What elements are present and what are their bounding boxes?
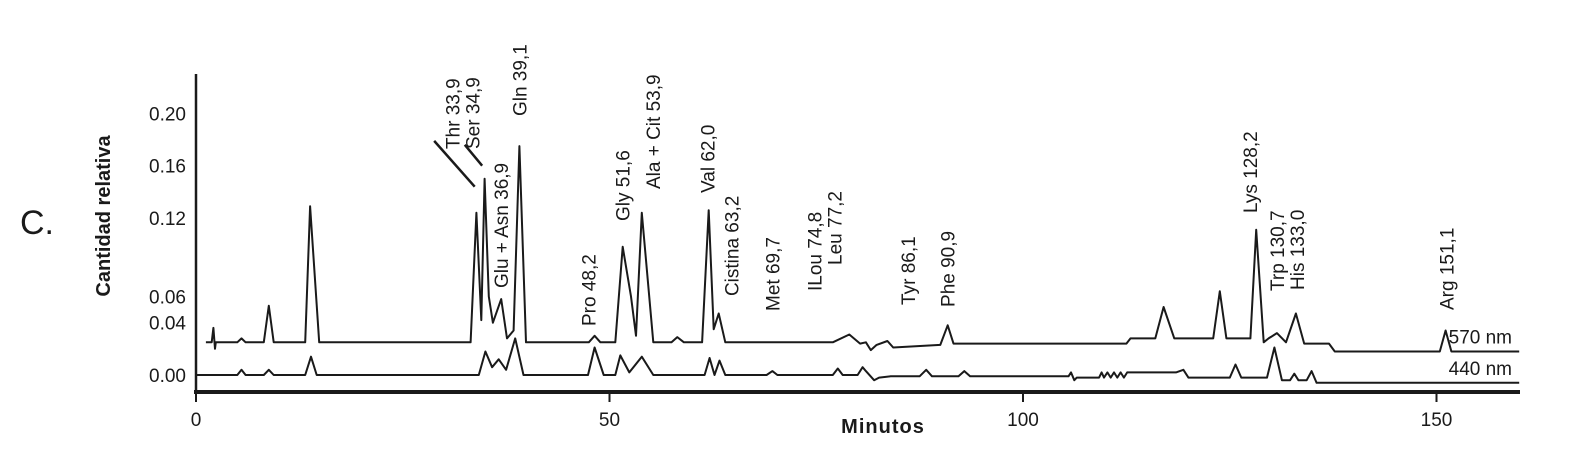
peak-label: Trp 130,7 <box>1268 210 1289 291</box>
x-tick-label: 100 <box>1007 410 1039 431</box>
peak-label: ILou 74,8 <box>806 212 827 291</box>
peak-label: Met 69,7 <box>763 237 784 311</box>
leader-line <box>463 143 484 167</box>
peak-label: Val 62,0 <box>699 125 720 193</box>
x-tick-label: 0 <box>191 410 202 431</box>
series-line <box>205 145 1520 353</box>
peak-label: Tyr 86,1 <box>899 236 920 305</box>
series-line <box>196 337 1520 384</box>
peak-label: Phe 90,9 <box>939 231 960 307</box>
panel-label: C. <box>20 204 54 242</box>
peak-label: Arg 151,1 <box>1438 228 1459 310</box>
peak-label: Cistina 63,2 <box>723 196 744 296</box>
series-label: 440 nm <box>1449 359 1512 380</box>
y-tick-label: 0.00 <box>149 366 186 387</box>
peak-label: Gln 39,1 <box>510 44 531 116</box>
series-label: 570 nm <box>1449 327 1512 348</box>
x-tick-label: 50 <box>599 410 620 431</box>
peak-label: Thr 33,9 <box>443 78 464 149</box>
peak-label: Gly 51,6 <box>614 150 635 221</box>
peak-label: Leu 77,2 <box>825 191 846 265</box>
peak-label: Lys 128,2 <box>1241 131 1262 213</box>
x-axis-title: Minutos <box>841 416 925 438</box>
y-tick-label: 0.20 <box>149 104 186 125</box>
peak-label: Ala + Cit 53,9 <box>644 74 665 189</box>
peak-label: Glu + Asn 36,9 <box>492 163 513 288</box>
axes: 0 50 100 150 0.20 0.16 0.12 0.06 0.04 0.00 <box>149 74 1520 431</box>
y-tick-label: 0.16 <box>149 157 186 178</box>
peak-label: Ser 34,9 <box>464 77 485 149</box>
x-tick-label: 150 <box>1421 410 1453 431</box>
y-tick-label: 0.04 <box>149 314 186 335</box>
leader-line <box>433 140 476 188</box>
peak-labels: Thr 33,9 Ser 34,9 Glu + Asn 36,9 Gln 39,1 Pr… <box>433 44 1459 326</box>
y-tick-label: 0.06 <box>149 288 186 309</box>
series-layer: 570 nm 440 nm <box>196 145 1520 384</box>
peak-label: His 133,0 <box>1288 210 1309 290</box>
peak-label: Pro 48,2 <box>580 254 601 326</box>
y-axis-title: Cantidad relativa <box>93 135 115 297</box>
y-tick-label: 0.12 <box>149 209 186 230</box>
